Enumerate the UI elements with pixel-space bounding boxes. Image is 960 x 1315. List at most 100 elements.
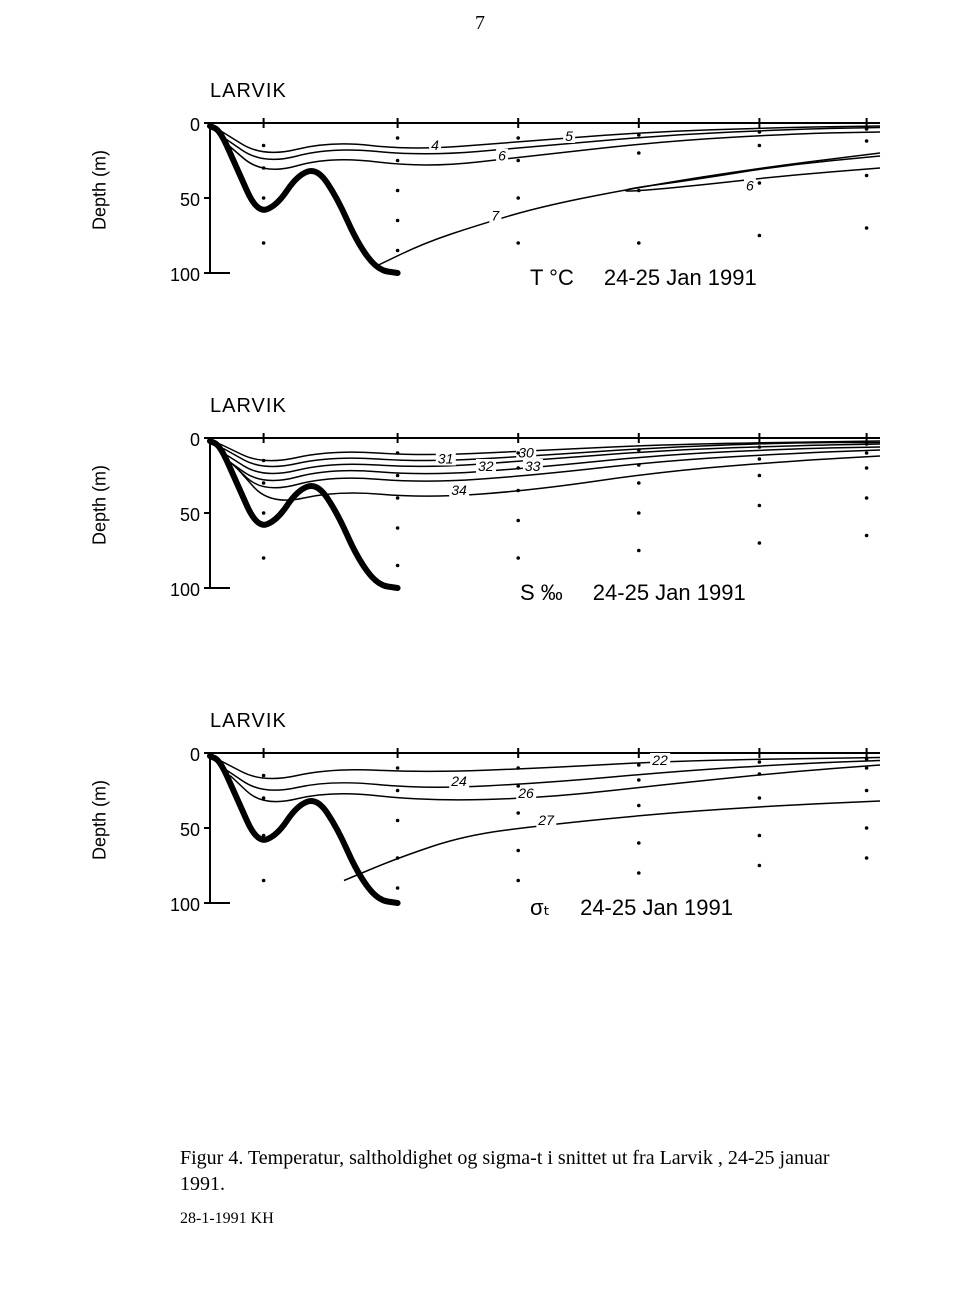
station-dot bbox=[262, 796, 266, 800]
page: 7 LARVIKDepth (m)05010045667T °C24-25 Ja… bbox=[0, 0, 960, 1315]
y-axis-label: Depth (m) bbox=[90, 780, 111, 860]
station-dot bbox=[758, 760, 762, 764]
panel-title: LARVIK bbox=[210, 710, 890, 733]
y-tick: 50 bbox=[160, 190, 200, 211]
y-tick: 0 bbox=[160, 745, 200, 766]
chart-svg: 4 5 6 6 7 bbox=[100, 113, 890, 283]
y-tick: 50 bbox=[160, 505, 200, 526]
station-dot bbox=[396, 189, 400, 193]
panel-salinity: LARVIKDepth (m)0501003031323334S ‰24-25 … bbox=[100, 395, 890, 598]
contour-line bbox=[220, 758, 880, 779]
contour-label: 22 bbox=[651, 752, 668, 768]
station-dot bbox=[262, 879, 266, 883]
station-dot bbox=[516, 556, 520, 560]
chart-svg: 3031323334 bbox=[100, 428, 890, 598]
y-axis-label: Depth (m) bbox=[90, 150, 111, 230]
station-dot bbox=[758, 130, 762, 134]
contour-label: 6 bbox=[498, 148, 506, 164]
station-dot bbox=[262, 459, 266, 463]
station-dot bbox=[396, 819, 400, 823]
station-dot bbox=[637, 804, 641, 808]
station-dot bbox=[516, 196, 520, 200]
contour-label: 5 bbox=[565, 128, 573, 144]
station-dot bbox=[865, 466, 869, 470]
station-dot bbox=[396, 526, 400, 530]
station-dot bbox=[865, 757, 869, 761]
footer-date: 28-1-1991 KH bbox=[180, 1210, 274, 1228]
chart-svg: 22242627 bbox=[100, 743, 890, 913]
station-dot bbox=[637, 133, 641, 137]
contour-label: 4 bbox=[431, 137, 439, 153]
station-dot bbox=[516, 519, 520, 523]
station-dot bbox=[758, 474, 762, 478]
station-dot bbox=[865, 856, 869, 860]
station-dot bbox=[262, 166, 266, 170]
station-dot bbox=[262, 774, 266, 778]
contour-line bbox=[223, 447, 880, 480]
station-dot bbox=[516, 849, 520, 853]
station-dot bbox=[637, 763, 641, 767]
station-dot bbox=[865, 789, 869, 793]
contour-label: 33 bbox=[525, 458, 541, 474]
figure-caption: Figur 4. Temperatur, saltholdighet og si… bbox=[180, 1145, 860, 1197]
station-dot bbox=[516, 136, 520, 140]
date-label: 24-25 Jan 1991 bbox=[580, 895, 733, 920]
contour-line bbox=[230, 450, 880, 488]
station-dot bbox=[758, 541, 762, 545]
station-dot bbox=[396, 474, 400, 478]
station-dot bbox=[396, 136, 400, 140]
station-dot bbox=[865, 496, 869, 500]
station-dot bbox=[262, 196, 266, 200]
station-dot bbox=[865, 534, 869, 538]
y-tick: 50 bbox=[160, 820, 200, 841]
station-dot bbox=[516, 466, 520, 470]
date-label: 24-25 Jan 1991 bbox=[593, 580, 746, 605]
y-tick: 0 bbox=[160, 430, 200, 451]
station-dot bbox=[758, 796, 762, 800]
panel-title: LARVIK bbox=[210, 395, 890, 418]
station-dot bbox=[637, 841, 641, 845]
panel-temperature: LARVIKDepth (m)05010045667T °C24-25 Jan … bbox=[100, 80, 890, 283]
station-dot bbox=[865, 127, 869, 131]
station-dot bbox=[758, 457, 762, 461]
station-dot bbox=[396, 496, 400, 500]
contour-line bbox=[223, 444, 880, 473]
contour-line bbox=[378, 153, 881, 266]
station-dot bbox=[516, 159, 520, 163]
chart-caption: σₜ 24-25 Jan 1991 bbox=[530, 895, 733, 921]
chart-caption: S ‰ 24-25 Jan 1991 bbox=[520, 580, 746, 606]
station-dot bbox=[865, 451, 869, 455]
station-dot bbox=[758, 445, 762, 449]
contour-label: 32 bbox=[478, 458, 494, 474]
station-dot bbox=[396, 886, 400, 890]
y-tick: 0 bbox=[160, 115, 200, 136]
contour-label: 7 bbox=[491, 208, 500, 224]
param-label: σₜ bbox=[530, 895, 550, 920]
station-dot bbox=[516, 451, 520, 455]
param-label: S ‰ bbox=[520, 580, 563, 605]
station-dot bbox=[637, 448, 641, 452]
station-dot bbox=[865, 442, 869, 446]
contour-label: 6 bbox=[746, 178, 754, 194]
y-tick: 100 bbox=[160, 265, 200, 286]
contour-label: 34 bbox=[451, 482, 467, 498]
station-dot bbox=[637, 151, 641, 155]
contour-label: 24 bbox=[450, 773, 467, 789]
station-dot bbox=[262, 241, 266, 245]
station-dot bbox=[865, 226, 869, 230]
y-tick: 100 bbox=[160, 580, 200, 601]
station-dot bbox=[396, 766, 400, 770]
station-dot bbox=[637, 871, 641, 875]
station-dot bbox=[396, 219, 400, 223]
station-dot bbox=[396, 856, 400, 860]
station-dot bbox=[516, 489, 520, 493]
station-dot bbox=[758, 144, 762, 148]
station-dot bbox=[865, 826, 869, 830]
station-dot bbox=[758, 772, 762, 776]
station-dot bbox=[758, 864, 762, 868]
figure-label: Figur 4. bbox=[180, 1147, 243, 1169]
station-dot bbox=[516, 766, 520, 770]
station-dot bbox=[865, 766, 869, 770]
panel-sigma_t: LARVIKDepth (m)05010022242627σₜ24-25 Jan… bbox=[100, 710, 890, 913]
y-axis-label: Depth (m) bbox=[90, 465, 111, 545]
